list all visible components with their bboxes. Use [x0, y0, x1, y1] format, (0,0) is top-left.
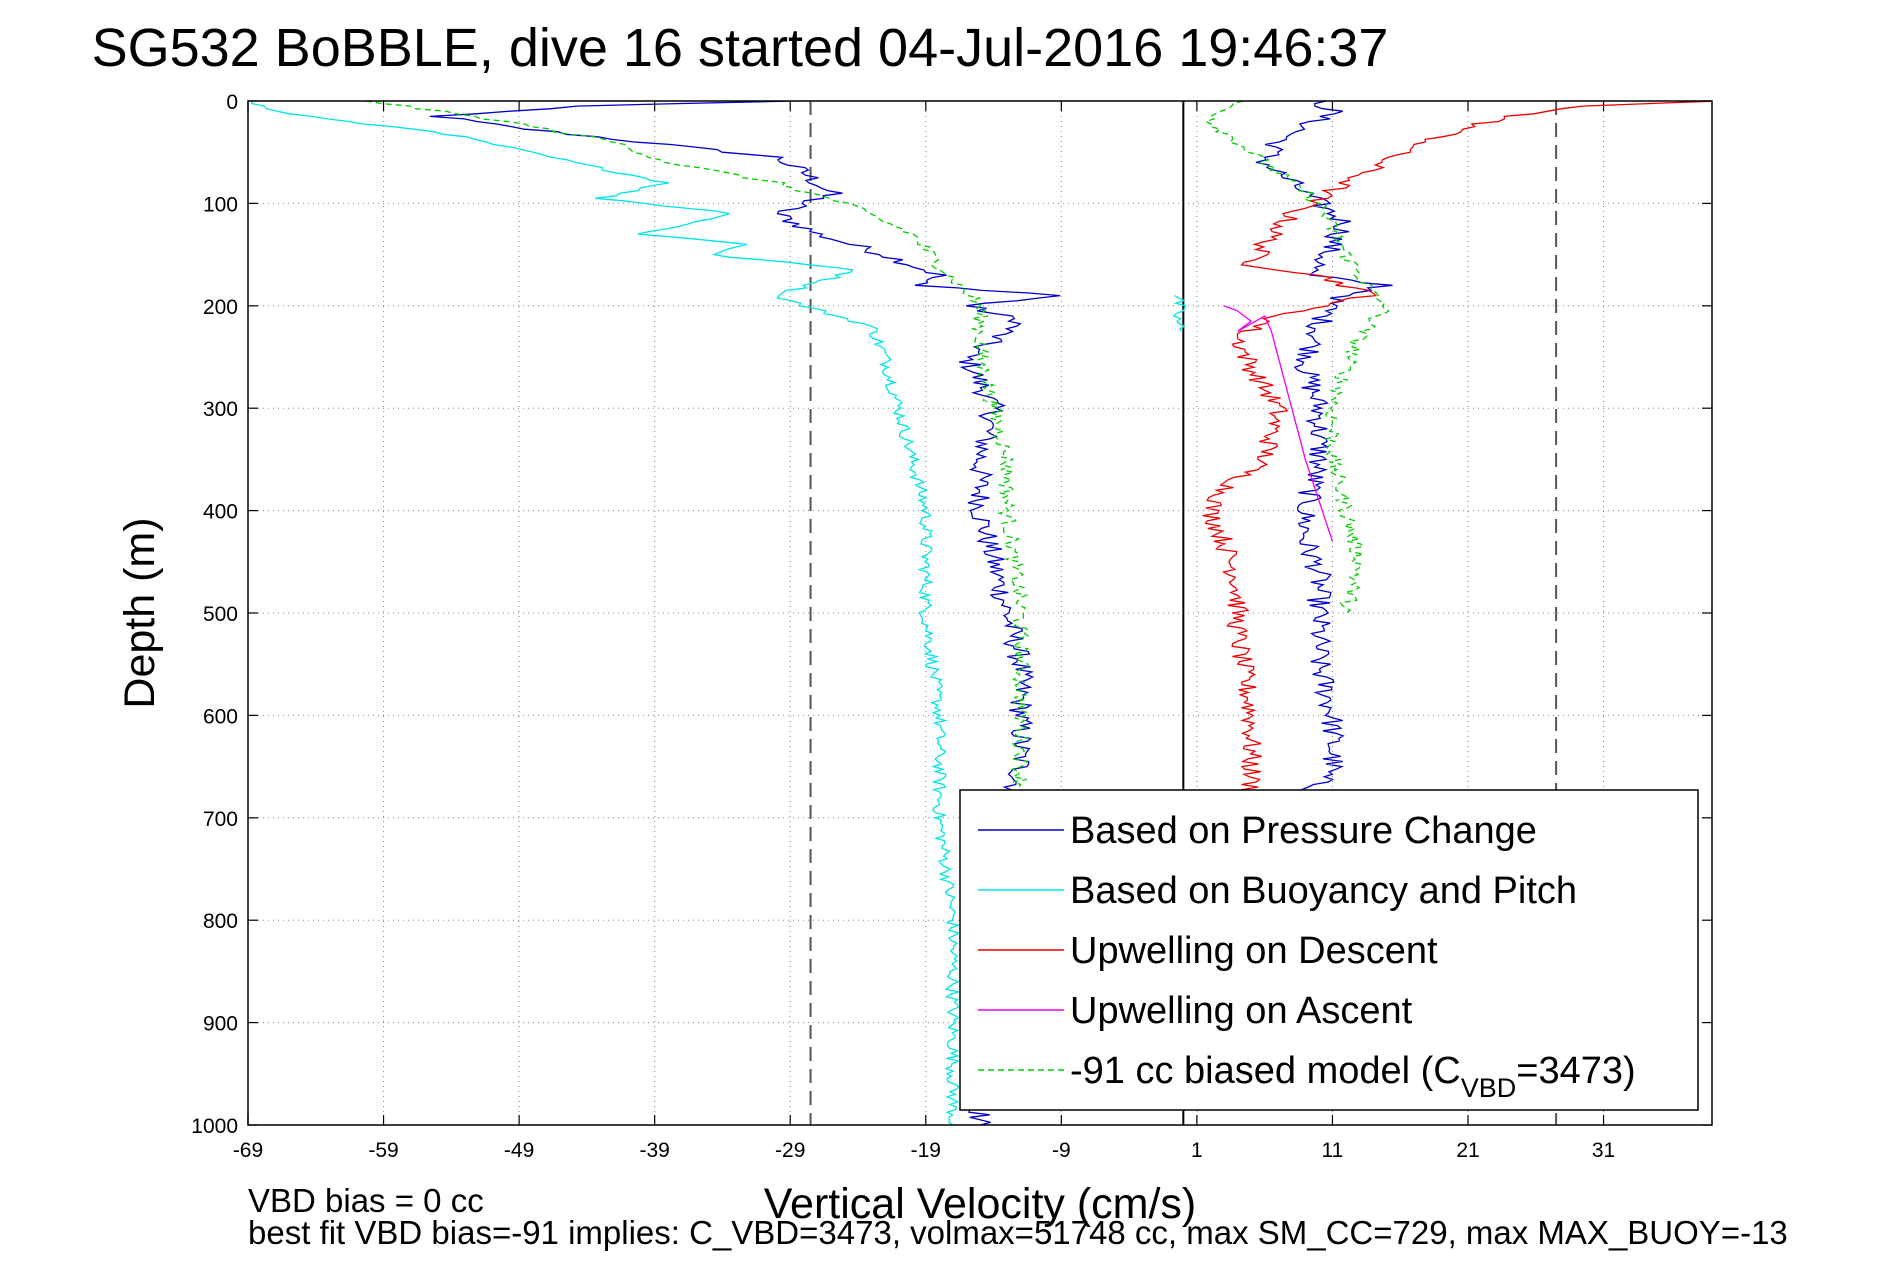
y-tick-label: 800 — [203, 910, 238, 933]
x-tick-label: -29 — [775, 1139, 805, 1162]
series-line-2 — [1202, 101, 1712, 921]
y-tick-label: 300 — [203, 398, 238, 421]
x-tick-label: 1 — [1191, 1139, 1203, 1162]
y-tick-label: 400 — [203, 501, 238, 524]
x-tick-label: -69 — [233, 1139, 263, 1162]
legend-label: Based on Pressure Change — [1070, 810, 1537, 852]
y-tick-label: 600 — [203, 705, 238, 728]
best-fit-note: best fit VBD bias=-91 implies: C_VBD=347… — [248, 1214, 1788, 1251]
y-tick-label: 700 — [203, 808, 238, 831]
y-tick-label: 1000 — [191, 1115, 238, 1138]
x-tick-label: 31 — [1592, 1139, 1615, 1162]
legend-box — [959, 789, 1699, 1111]
x-tick-label: 11 — [1322, 1139, 1344, 1162]
vbd-bias-note: VBD bias = 0 cc — [248, 1182, 484, 1219]
x-tick-label: -49 — [504, 1139, 534, 1162]
series-line-1 — [251, 101, 962, 1125]
series-line-4 — [1204, 101, 1390, 614]
legend-label: Upwelling on Descent — [1070, 930, 1438, 972]
series-line-3 — [1223, 305, 1334, 542]
series-line-0 — [1255, 101, 1393, 798]
axis-ticks: -69 -59 -49 -39 -29 -19 -9 1 11 21 310100200300400… — [191, 91, 1712, 1162]
legend: Based on Pressure Change Based on Buoyanc… — [959, 789, 1699, 1111]
chart-title: SG532 BoBBLE, dive 16 started 04-Jul-201… — [92, 18, 1389, 78]
x-tick-label: -39 — [639, 1139, 669, 1162]
x-axis-label: Vertical Velocity (cm/s) — [764, 1180, 1197, 1228]
x-tick-label: -59 — [368, 1139, 398, 1162]
x-tick-label: 21 — [1456, 1139, 1479, 1162]
y-tick-label: 100 — [203, 193, 238, 216]
x-tick-label: -9 — [1052, 1139, 1071, 1162]
y-tick-label: 0 — [226, 91, 238, 114]
y-tick-label: 500 — [203, 603, 238, 626]
legend-label: -91 cc biased model (CVBD=3473) — [1070, 1050, 1636, 1103]
legend-label: Based on Buoyancy and Pitch — [1070, 870, 1577, 912]
x-tick-label: -19 — [911, 1139, 941, 1162]
legend-label: Upwelling on Ascent — [1070, 990, 1413, 1032]
y-tick-label: 900 — [203, 1013, 238, 1036]
series-line-1 — [1172, 295, 1187, 332]
y-tick-label: 200 — [203, 296, 238, 319]
y-axis-label: Depth (m) — [116, 517, 164, 708]
